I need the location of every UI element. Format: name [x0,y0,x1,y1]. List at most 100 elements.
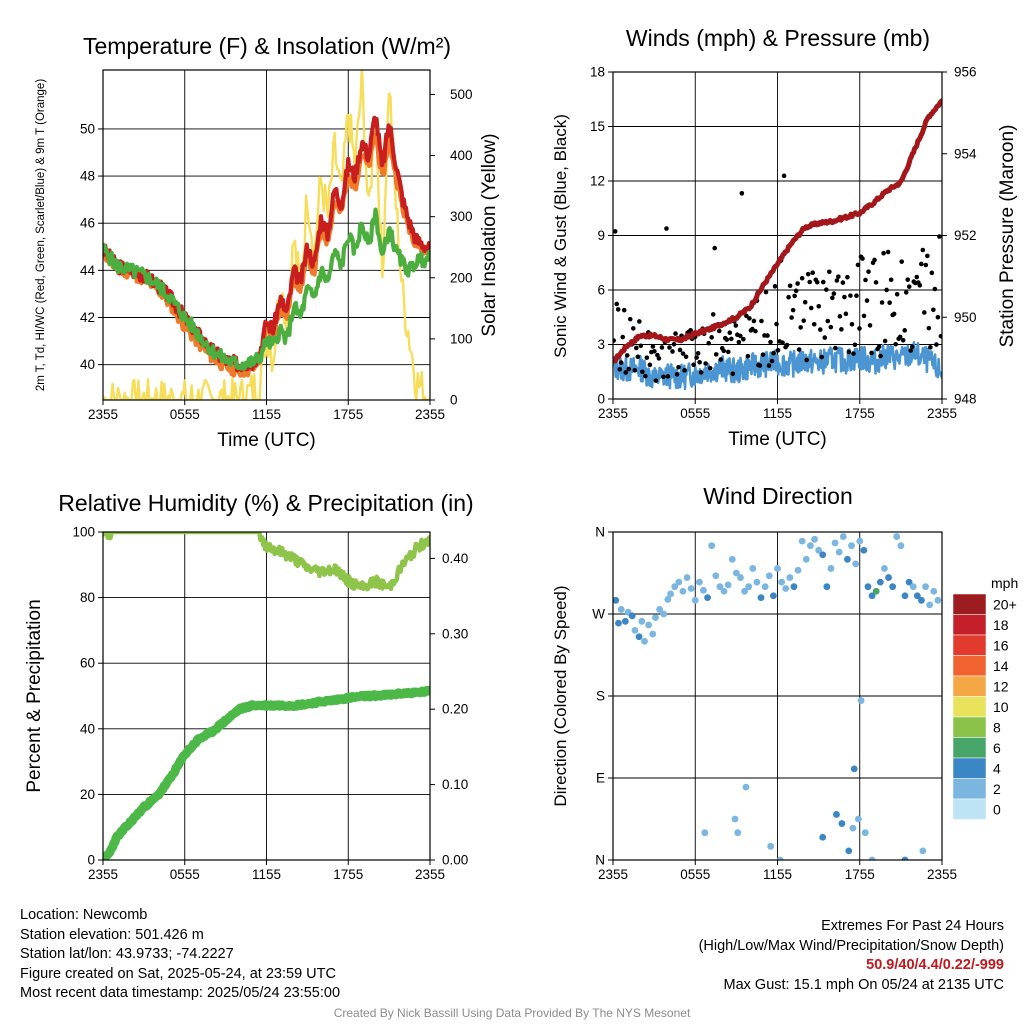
y-axis-label: Direction (Colored By Speed) [551,585,570,806]
y2-tick-label: 954 [954,146,977,161]
gust-point [854,293,859,298]
gust-point [718,357,724,362]
gust-point [929,270,935,276]
y-tick-label: 20 [80,787,95,802]
x-tick-label: 2355 [415,867,445,882]
gust-point [789,315,794,320]
direction-point [889,583,897,591]
direction-point [901,592,909,600]
gust-point [617,366,623,372]
direction-point [720,587,728,595]
x-tick-label: 2355 [927,867,957,882]
y2-tick-label: 400 [450,148,473,163]
direction-point [861,829,869,837]
direction-point [732,569,740,577]
gust-point [682,368,687,373]
gust-point [814,279,820,285]
direction-point [922,583,929,591]
x-tick-label: 2355 [415,407,445,422]
direction-point [849,824,857,832]
gust-point [661,374,666,380]
direction-point [638,617,646,625]
speed-legend: mph 20+ 18 16 14 12 10 8 6 4 2 0 [952,575,1018,820]
y2-tick-label: 200 [450,270,473,285]
gust-point [760,352,766,357]
gust-point [935,314,941,320]
y2-tick-label: 500 [450,87,473,102]
gust-point [822,335,828,340]
gust-point [753,328,758,334]
gust-point [938,333,942,339]
x-tick-label: 0555 [680,406,710,421]
gust-point [716,328,722,334]
created-text: Figure created on Sat, 2025-05-24, at 23… [20,965,336,982]
direction-point [798,537,806,545]
y-tick-label: 40 [80,721,95,736]
y2-tick-label: 956 [954,65,977,80]
direction-point [761,583,769,591]
y-tick-label: 3 [597,337,605,352]
direction-point [786,574,794,581]
y2-tick-label: 952 [954,228,977,243]
direction-point [831,539,839,547]
direction-point [838,820,846,827]
gust-point [845,274,850,280]
y2-tick-label: 0.40 [442,551,468,566]
direction-point [700,586,707,594]
direction-point [934,596,942,604]
y-tick-label: 50 [80,121,95,136]
extremes-title: Extremes For Past 24 Hours [821,918,1004,934]
direction-point [745,583,753,591]
x-tick-label: 1755 [845,406,875,421]
gust-point [805,271,811,277]
x-tick-label: 0555 [680,867,710,882]
x-tick-label: 2355 [598,867,628,882]
gust-point [665,374,671,379]
direction-point [919,847,927,855]
gust-point [725,349,731,355]
gust-point [727,330,733,336]
gust-point [878,353,883,359]
direction-point [645,621,653,629]
x-tick-label: 1155 [252,867,281,882]
x-tick-label: 1155 [763,867,792,882]
direction-point [683,574,691,581]
direction-point [844,555,851,563]
gust-point [820,279,826,285]
elevation-text: Station elevation: 501.426 m [20,926,204,943]
gust-point [937,234,942,239]
y-tick-label: 42 [80,310,95,325]
gust-point [618,360,624,365]
gust-point [640,369,645,375]
legend-swatch [952,696,987,718]
gust-point [834,278,840,283]
gust-point [765,333,770,338]
dewpoint-line [103,207,430,371]
direction-point [790,583,798,591]
direction-point [860,546,868,554]
gust-point [766,363,772,368]
y-tick-label: 9 [597,228,605,243]
direction-point [716,583,724,591]
x-tick-label: 1155 [763,406,792,421]
chart-title: Temperature (F) & Insolation (W/m²) [83,33,451,59]
gust-point [768,339,773,345]
gust-point [827,269,832,275]
gust-point [884,287,889,293]
direction-point [728,555,736,563]
direction-point [742,783,750,791]
gust-point [659,345,665,350]
legend-label: 2 [993,781,1001,797]
gust-point [799,275,805,281]
y-axis-label: Sonic Wind & Gust (Blue, Black) [551,114,570,358]
gust-point [763,289,769,295]
station-info: Location: Newcomb Station elevation: 501… [20,906,340,1004]
gust-point [697,360,702,365]
gust-point [851,351,856,356]
gust-point [917,283,923,288]
gust-point [807,279,813,285]
direction-point [839,533,847,540]
gust-point [869,350,874,356]
gust-point [840,280,846,285]
gust-point [615,307,621,312]
